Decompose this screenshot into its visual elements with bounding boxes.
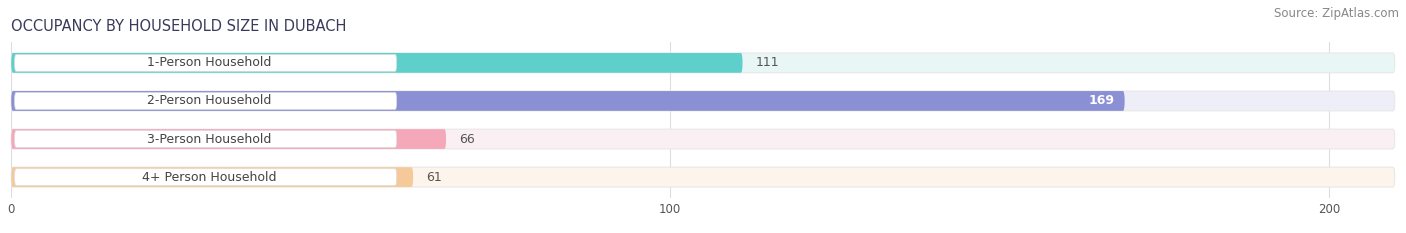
Text: Source: ZipAtlas.com: Source: ZipAtlas.com [1274, 7, 1399, 20]
FancyBboxPatch shape [11, 53, 742, 73]
FancyBboxPatch shape [11, 129, 446, 149]
Text: 111: 111 [755, 56, 779, 69]
FancyBboxPatch shape [14, 131, 396, 147]
FancyBboxPatch shape [14, 169, 396, 185]
FancyBboxPatch shape [14, 55, 396, 71]
Text: 3-Person Household: 3-Person Household [146, 133, 271, 146]
FancyBboxPatch shape [11, 129, 1395, 149]
FancyBboxPatch shape [11, 167, 413, 187]
FancyBboxPatch shape [11, 91, 1125, 111]
FancyBboxPatch shape [11, 91, 1395, 111]
Text: 66: 66 [460, 133, 475, 146]
Text: 2-Person Household: 2-Person Household [146, 94, 271, 107]
FancyBboxPatch shape [11, 167, 1395, 187]
FancyBboxPatch shape [14, 93, 396, 109]
Text: OCCUPANCY BY HOUSEHOLD SIZE IN DUBACH: OCCUPANCY BY HOUSEHOLD SIZE IN DUBACH [11, 19, 347, 34]
Text: 4+ Person Household: 4+ Person Household [142, 171, 276, 184]
Text: 1-Person Household: 1-Person Household [146, 56, 271, 69]
Text: 169: 169 [1088, 94, 1115, 107]
Text: 61: 61 [426, 171, 441, 184]
FancyBboxPatch shape [11, 53, 1395, 73]
